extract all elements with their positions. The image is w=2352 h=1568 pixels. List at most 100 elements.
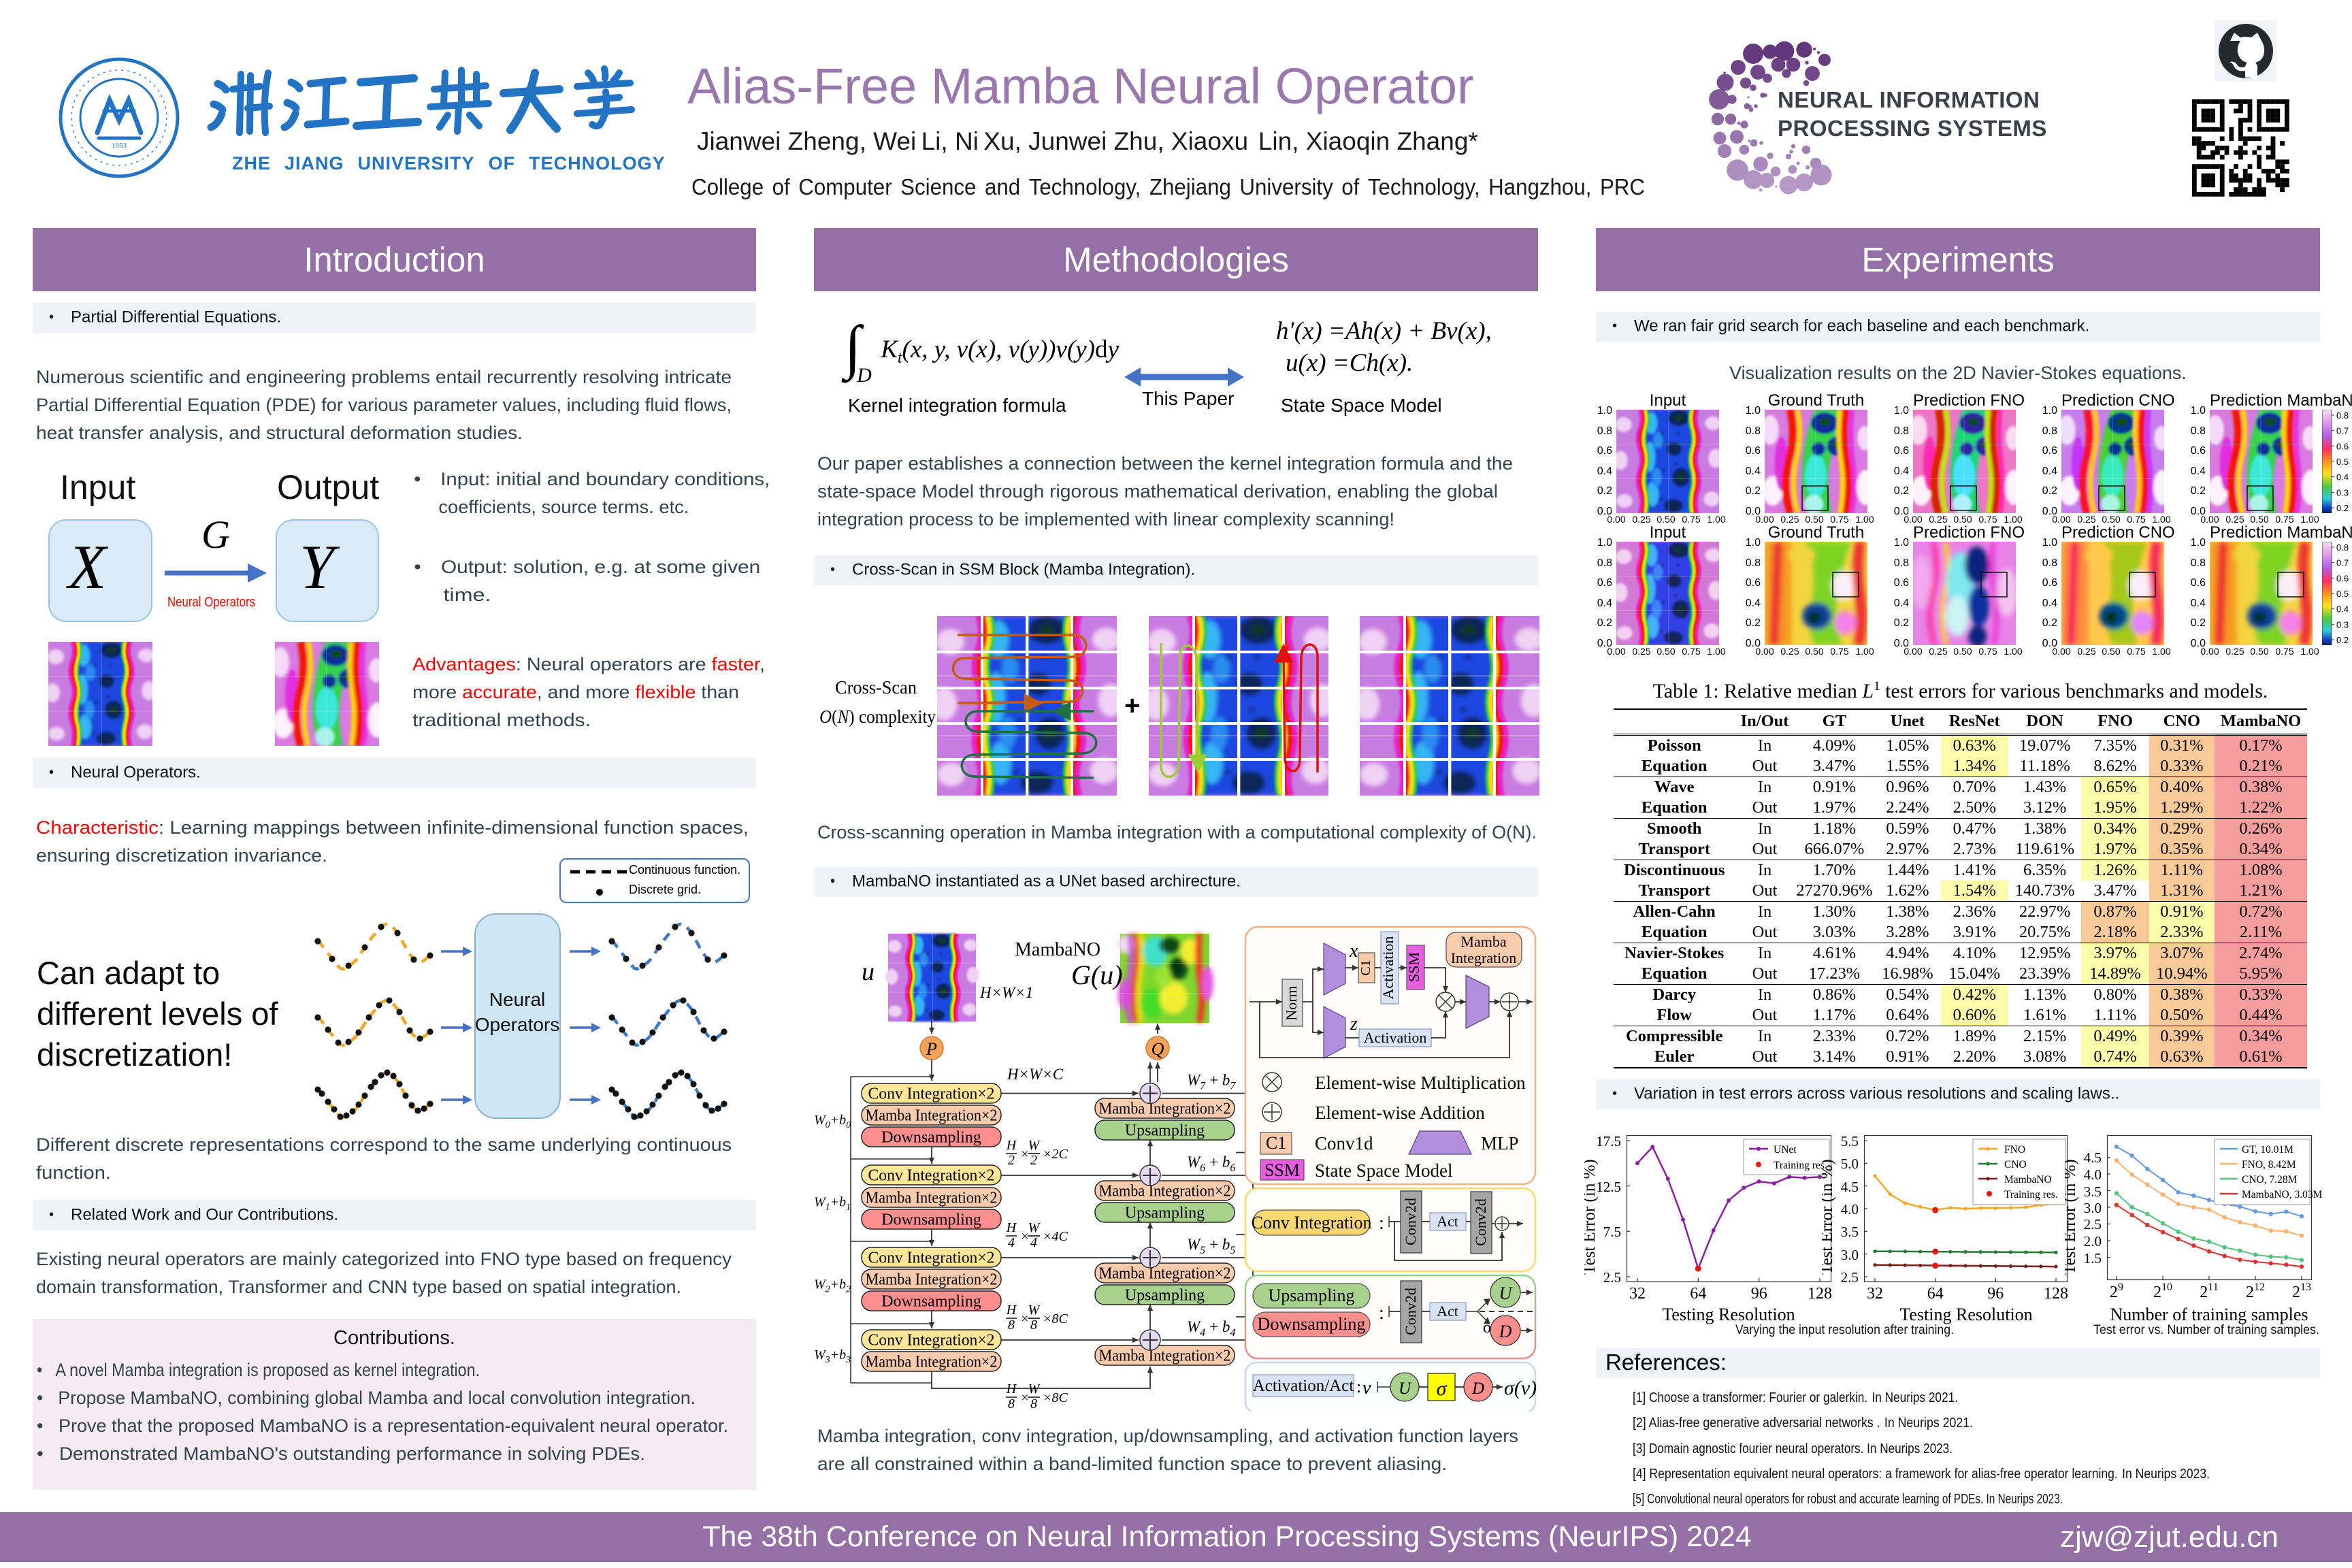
svg-text:2: 2 — [1030, 1153, 1037, 1168]
svg-text:8: 8 — [1030, 1396, 1037, 1411]
svg-text:Mamba Integration×2: Mamba Integration×2 — [1099, 1348, 1231, 1365]
svg-text:Downsampling: Downsampling — [881, 1293, 981, 1311]
svg-text:σ: σ — [1437, 1377, 1448, 1400]
svg-text:P: P — [926, 1039, 937, 1059]
svg-text:W3+b3: W3+b3 — [814, 1348, 851, 1365]
svg-text:2: 2 — [1008, 1153, 1015, 1168]
svg-text::: : — [1379, 1213, 1384, 1234]
svg-text:W7 + b7: W7 + b7 — [1187, 1072, 1236, 1092]
svg-text:W0+b0: W0+b0 — [814, 1113, 851, 1130]
svg-text:128: 128 — [1808, 1285, 1832, 1303]
svg-text:W: W — [1028, 1220, 1041, 1235]
svg-text:17.5: 17.5 — [1596, 1133, 1621, 1149]
svg-text:0.7: 0.7 — [2336, 426, 2349, 436]
svg-text:u: u — [862, 958, 875, 986]
svg-text::: : — [1379, 1303, 1384, 1324]
svg-text:Upsampling: Upsampling — [1125, 1122, 1205, 1140]
svg-text:Conv2d: Conv2d — [1472, 1198, 1489, 1246]
svg-text:3.0: 3.0 — [1841, 1247, 1859, 1263]
svg-text:×8C: ×8C — [1043, 1390, 1068, 1405]
svg-text:Test Error (in %): Test Error (in %) — [1584, 1159, 1599, 1275]
svg-text:Conv Integration: Conv Integration — [1252, 1213, 1372, 1232]
svg-text:×: × — [1020, 1229, 1030, 1244]
svg-text:12.5: 12.5 — [1596, 1179, 1621, 1195]
svg-text:Element-wise Multiplication: Element-wise Multiplication — [1315, 1073, 1526, 1093]
svg-text:128: 128 — [2044, 1285, 2068, 1303]
svg-text:0.3: 0.3 — [2336, 619, 2349, 630]
svg-text:FNO: FNO — [2004, 1144, 2025, 1156]
svg-text:Activation/Act: Activation/Act — [1253, 1377, 1354, 1395]
svg-text:NEURAL INFORMATION: NEURAL INFORMATION — [1778, 87, 2040, 112]
svg-text:Downsampling: Downsampling — [881, 1129, 981, 1147]
svg-text:96: 96 — [1751, 1285, 1767, 1303]
svg-text:0.7: 0.7 — [2336, 558, 2349, 568]
svg-text:212: 212 — [2246, 1281, 2265, 1301]
svg-text:W: W — [1028, 1138, 1041, 1153]
svg-text:64: 64 — [1927, 1285, 1944, 1303]
svg-text:C1: C1 — [1266, 1133, 1286, 1153]
svg-text:Activation: Activation — [1379, 936, 1396, 1000]
svg-text:4.0: 4.0 — [2084, 1166, 2102, 1183]
svg-text:3.0: 3.0 — [2084, 1200, 2102, 1216]
svg-text:H: H — [1006, 1138, 1017, 1153]
svg-text:×4C: ×4C — [1043, 1229, 1068, 1244]
svg-text:Conv2d: Conv2d — [1402, 1198, 1419, 1245]
svg-text:v: v — [1362, 1377, 1371, 1399]
svg-text:3.5: 3.5 — [2084, 1183, 2102, 1200]
svg-text:Mamba Integration×2: Mamba Integration×2 — [1099, 1100, 1231, 1118]
svg-text:1953: 1953 — [112, 142, 127, 150]
svg-text:Operators: Operators — [475, 1014, 560, 1035]
svg-text:W6 + b6: W6 + b6 — [1187, 1154, 1235, 1174]
svg-text:4: 4 — [1008, 1235, 1015, 1250]
svg-text:Mamba Integration×2: Mamba Integration×2 — [866, 1271, 998, 1289]
svg-text:2.5: 2.5 — [2084, 1216, 2102, 1232]
svg-text:4.5: 4.5 — [2084, 1149, 2102, 1166]
svg-text::: : — [1356, 1377, 1361, 1396]
svg-text:FNO, 8.42M: FNO, 8.42M — [2242, 1159, 2296, 1171]
svg-text:W: W — [1028, 1382, 1041, 1396]
svg-text:0.3: 0.3 — [2336, 487, 2349, 497]
svg-text:2.0: 2.0 — [2084, 1233, 2102, 1250]
svg-text:Mamba Integration×2: Mamba Integration×2 — [1099, 1183, 1231, 1200]
svg-text:Mamba Integration×2: Mamba Integration×2 — [866, 1190, 998, 1207]
svg-text:Test Error (in %): Test Error (in %) — [2065, 1159, 2079, 1275]
svg-text:Upsampling: Upsampling — [1125, 1205, 1205, 1222]
svg-text:W4 + b4: W4 + b4 — [1187, 1318, 1235, 1339]
svg-text:Number of training samples: Number of training samples — [2110, 1305, 2308, 1324]
svg-text:MambaNO, 3.03M: MambaNO, 3.03M — [2242, 1189, 2323, 1200]
svg-text:MambaNO: MambaNO — [1015, 939, 1100, 960]
svg-text:H×W×1: H×W×1 — [979, 984, 1033, 1001]
svg-text:SSM: SSM — [1405, 952, 1422, 982]
svg-text:32: 32 — [1629, 1285, 1646, 1303]
svg-text:Act: Act — [1437, 1213, 1458, 1230]
svg-text:Neural: Neural — [489, 989, 545, 1010]
svg-text:Conv1d: Conv1d — [1315, 1133, 1373, 1154]
svg-text:×2C: ×2C — [1043, 1147, 1068, 1162]
svg-text:W5 + b5: W5 + b5 — [1187, 1236, 1235, 1256]
svg-text:4.0: 4.0 — [1841, 1201, 1859, 1218]
svg-text:0.2: 0.2 — [2336, 503, 2349, 513]
svg-text:Act: Act — [1437, 1303, 1458, 1320]
svg-text:H: H — [1006, 1382, 1017, 1396]
svg-text:32: 32 — [1867, 1285, 1883, 1303]
svg-text:MLP: MLP — [1481, 1133, 1519, 1154]
svg-text:State Space Model: State Space Model — [1315, 1160, 1452, 1181]
svg-text:Downsampling: Downsampling — [1258, 1314, 1366, 1334]
svg-text:×8C: ×8C — [1043, 1311, 1068, 1326]
svg-text:H: H — [1006, 1303, 1017, 1318]
svg-text:Testing Resolution: Testing Resolution — [1899, 1305, 2032, 1324]
svg-text:SSM: SSM — [1264, 1160, 1300, 1180]
svg-text:U: U — [1399, 1379, 1412, 1398]
svg-text:Testing Resolution: Testing Resolution — [1662, 1305, 1795, 1324]
svg-text:210: 210 — [2153, 1281, 2172, 1301]
svg-text:64: 64 — [1690, 1285, 1706, 1303]
svg-text:5.0: 5.0 — [1841, 1156, 1859, 1172]
svg-text:G(u): G(u) — [1071, 960, 1123, 990]
svg-text:Upsampling: Upsampling — [1268, 1286, 1354, 1305]
svg-text:x: x — [1349, 941, 1358, 962]
svg-text:29: 29 — [2110, 1281, 2123, 1301]
svg-text:PROCESSING SYSTEMS: PROCESSING SYSTEMS — [1778, 116, 2047, 141]
svg-text:H×W×C: H×W×C — [1007, 1066, 1064, 1083]
svg-text:Training res.: Training res. — [1774, 1160, 1827, 1171]
svg-text:Q: Q — [1152, 1039, 1164, 1059]
